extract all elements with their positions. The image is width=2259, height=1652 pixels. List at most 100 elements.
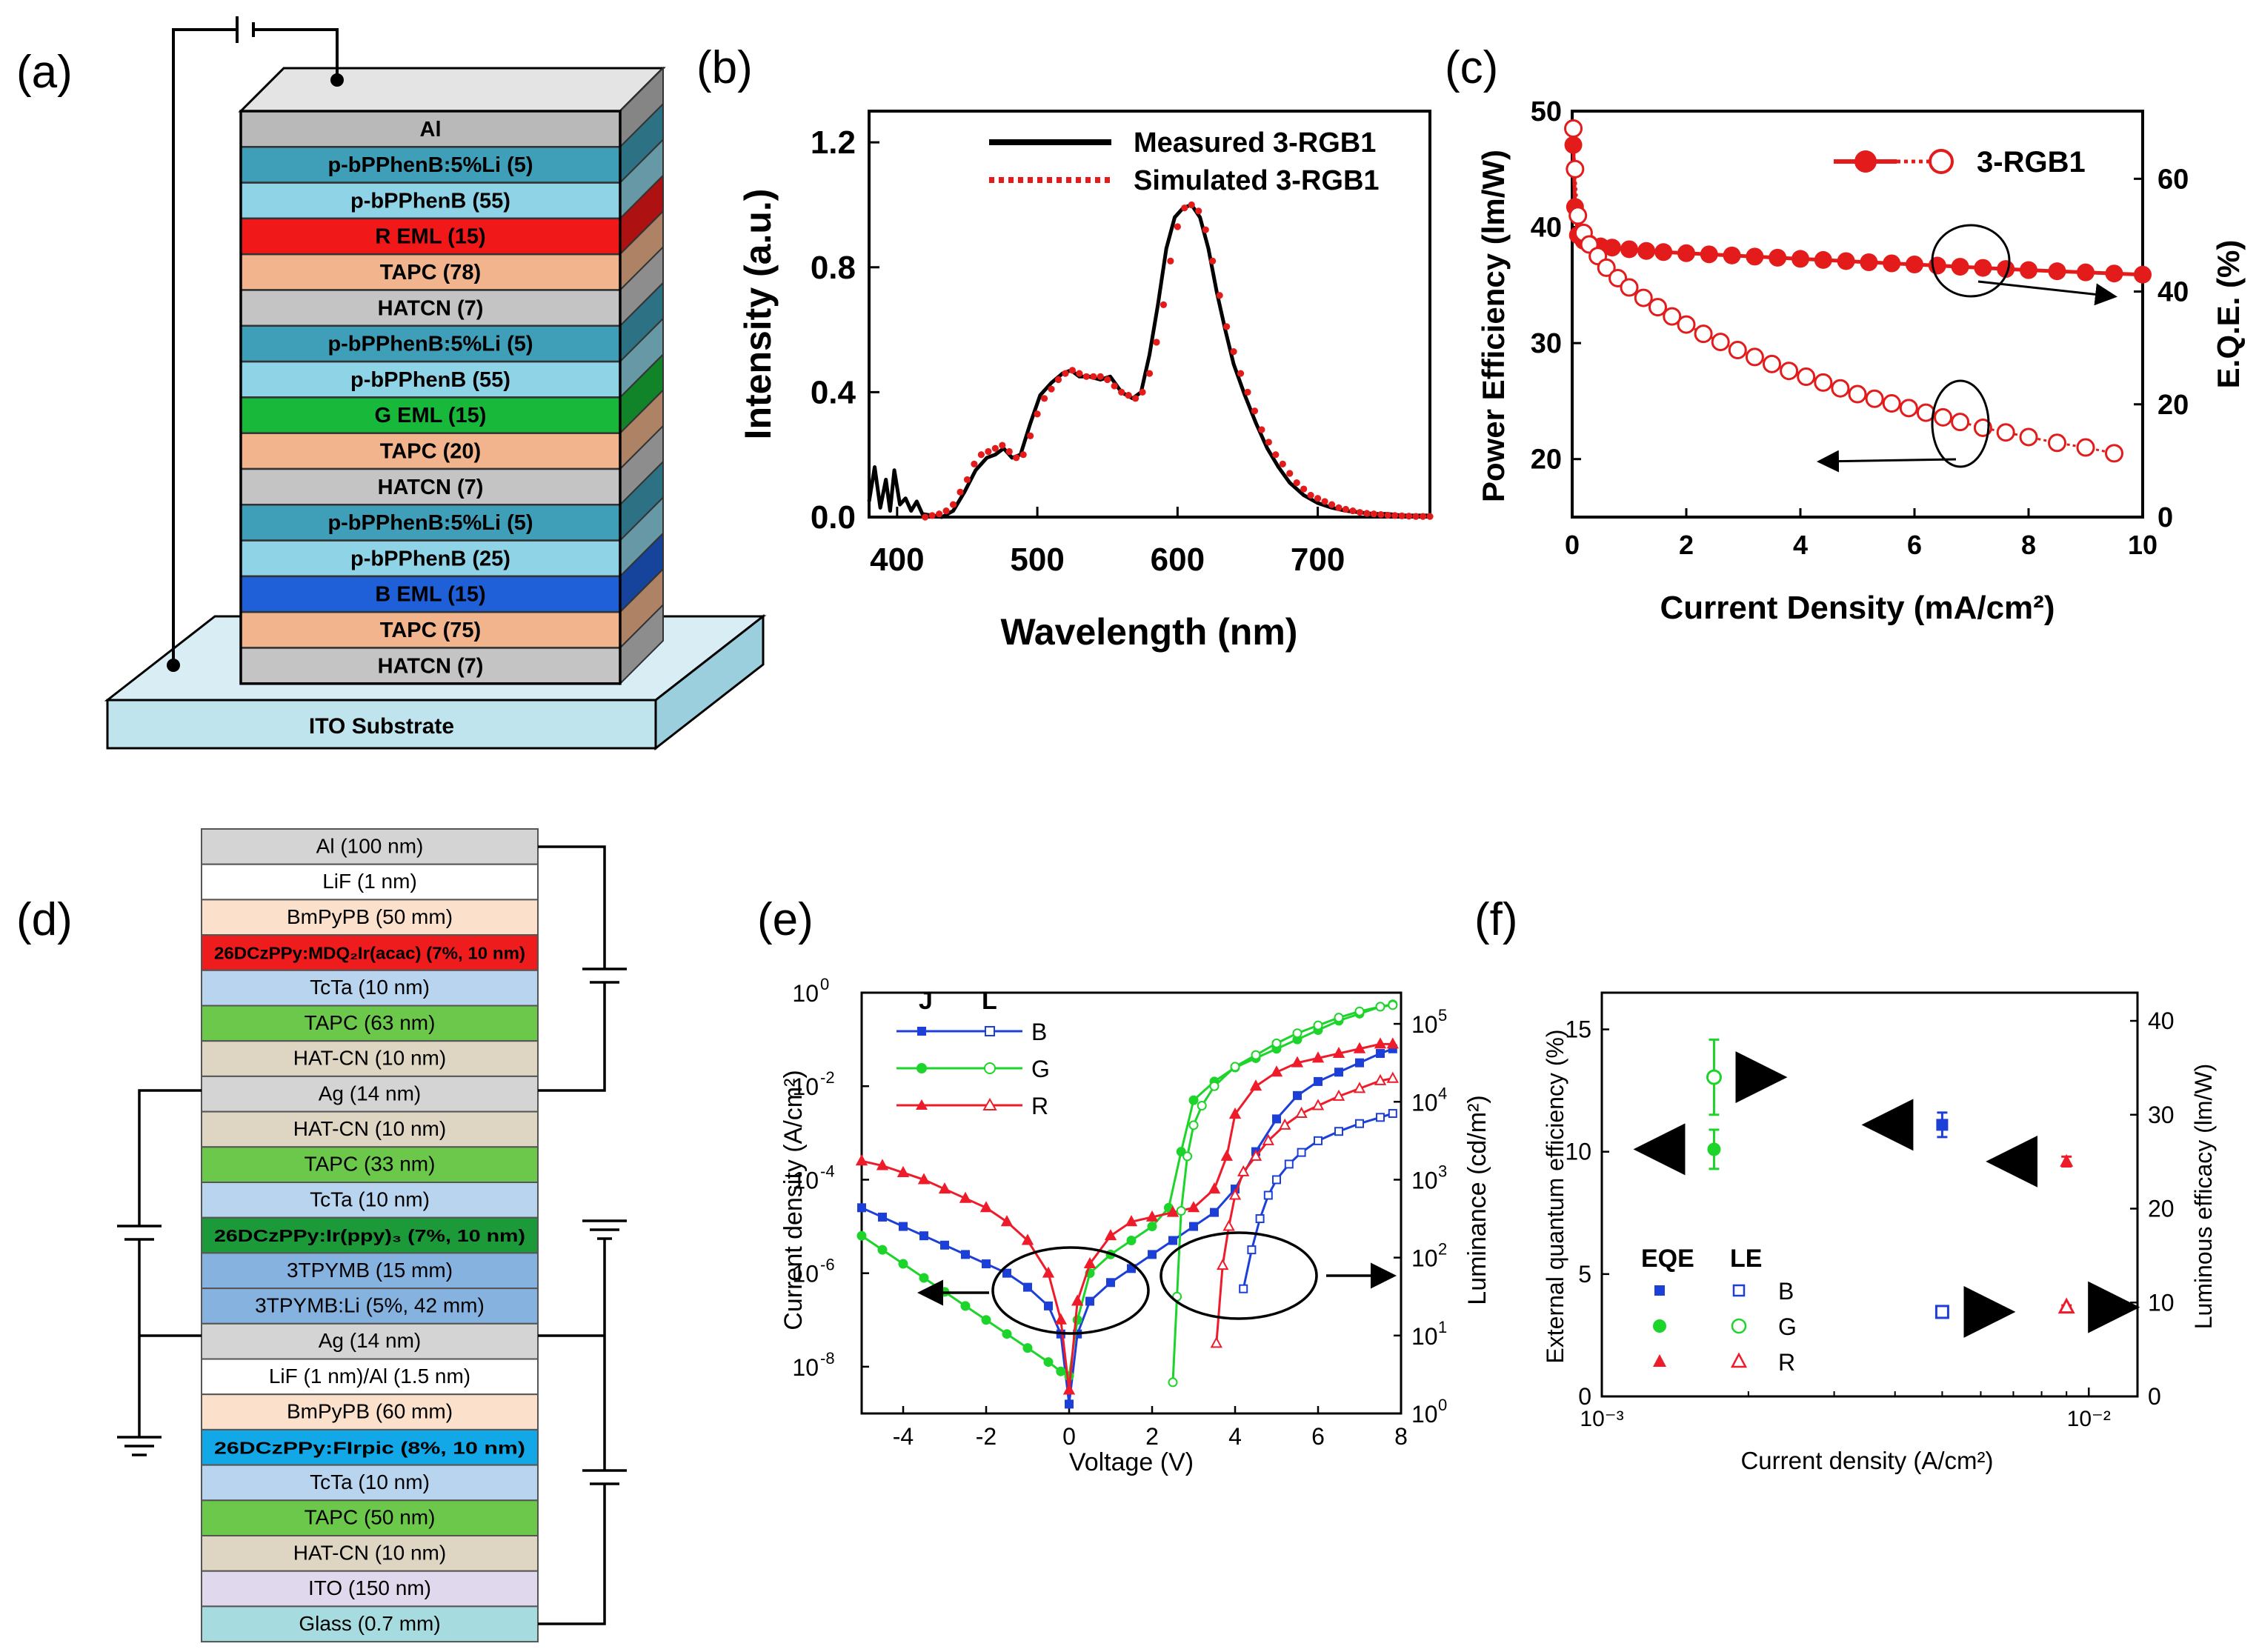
simulated-point	[1286, 470, 1294, 477]
layer-label: p-bPPhenB:5%Li (5)	[327, 153, 533, 177]
point-J-R	[1125, 1215, 1138, 1227]
point-L-G	[1388, 1000, 1398, 1010]
point-J-R	[896, 1165, 910, 1177]
simulated-point	[1230, 347, 1237, 356]
eqe-point	[1883, 254, 1901, 273]
legend-simulated-label: Simulated 3-RGB1	[1134, 165, 1380, 196]
point-L-R	[1228, 1188, 1242, 1200]
eqe-point	[2020, 261, 2037, 279]
point-J-G	[856, 1230, 867, 1241]
y-tick-exp-e-right: 2	[1438, 1240, 1447, 1259]
layer-label: p-bPPhenB (25)	[350, 547, 510, 570]
point-J-R	[1353, 1042, 1366, 1053]
series-J-B	[861, 1048, 1394, 1405]
y-tick-label-c-right: 0	[2157, 502, 2173, 533]
simulated-point	[1145, 370, 1154, 377]
simulated-point	[1034, 410, 1041, 418]
simulated-point	[963, 476, 971, 484]
layer-label: TAPC (75)	[380, 619, 481, 642]
pe-point	[1711, 333, 1730, 352]
y-tick-label-f-left: 0	[1578, 1383, 1591, 1410]
point-J-R	[1270, 1065, 1283, 1077]
y-tick-label-e-right: 10	[1411, 1401, 1438, 1428]
point-L-G	[1209, 1081, 1220, 1091]
layer-label: HAT-CN (10 nm)	[293, 1117, 446, 1140]
layer-front	[239, 217, 622, 256]
eqe-point-R	[2060, 1153, 2074, 1167]
pe-point	[1745, 347, 1764, 367]
panel-c: (c) 0 2 4 6 8 10 20 30 40 50 0 20 40 60 3-RGB1 Curren…	[1445, 42, 2246, 626]
x-tick-label-b: 700	[1291, 542, 1345, 578]
simulated-point	[1118, 388, 1125, 396]
eqe-point	[1637, 242, 1656, 260]
axes-b: 400 500 600 700 0.0 0.4 0.8 1.2	[811, 124, 1345, 578]
point-J-R	[917, 1173, 931, 1185]
point-J-G	[1043, 1357, 1054, 1368]
pe-point	[2076, 438, 2095, 457]
simulated-point	[1040, 395, 1048, 402]
simulated-point	[1321, 498, 1328, 505]
x-tick-label-c: 8	[2021, 530, 2036, 560]
ellipse-eqe	[1931, 224, 2011, 298]
legend-eqe-G	[1653, 1319, 1666, 1333]
legend-label-G: G	[1031, 1056, 1050, 1082]
x-tick-label-b: 600	[1151, 542, 1205, 578]
series-J-R	[861, 1042, 1393, 1390]
panel-label-d: (d)	[16, 894, 73, 945]
point-J-G	[1176, 1147, 1186, 1157]
legend-eqe-R	[1653, 1354, 1666, 1367]
simulated-point	[1405, 513, 1413, 520]
eqe-point	[1746, 247, 1764, 266]
layer-label: R EML (15)	[375, 225, 485, 249]
point-J-R	[1332, 1046, 1345, 1059]
y-tick-label-c-right: 60	[2157, 164, 2189, 195]
simulated-point	[1419, 513, 1427, 520]
layer	[201, 1499, 539, 1537]
layer-label: BmPyPB (50 mm)	[287, 905, 453, 928]
simulated-point	[1181, 204, 1188, 212]
point-L-B	[1263, 1190, 1273, 1200]
panel-label-f: (f)	[1474, 894, 1518, 945]
y-tick-exp-e-right: 5	[1438, 1006, 1447, 1025]
pe-point	[1663, 307, 1682, 326]
simulated-point	[1300, 485, 1308, 493]
simulated-point	[1097, 373, 1104, 380]
panel-e: (e) -4 -2 0 2 4 6 810 -810 -610 -410 -210 010 010 110…	[757, 894, 1491, 1476]
layer	[201, 1570, 539, 1608]
point-L-R	[1279, 1118, 1291, 1130]
point-J-R	[1000, 1215, 1014, 1227]
point-J-G	[1147, 1222, 1157, 1232]
point-J-R	[959, 1191, 972, 1203]
layer-label: HAT-CN (10 nm)	[293, 1541, 446, 1564]
legend-marker-j-G	[916, 1063, 927, 1073]
x-tick-label-e: -2	[976, 1423, 997, 1450]
x-axis-title-e: Voltage (V)	[1069, 1448, 1194, 1476]
y-tick-label-c-right: 40	[2157, 277, 2189, 308]
simulated-point	[1090, 373, 1097, 380]
point-J-R	[1374, 1037, 1387, 1049]
eqe-point	[1814, 250, 1832, 269]
point-J-G	[1056, 1366, 1066, 1376]
point-J-R	[1145, 1210, 1159, 1222]
point-L-G	[1251, 1050, 1261, 1060]
point-L-R	[1332, 1089, 1345, 1101]
legend-header-l: L	[982, 987, 997, 1015]
simulated-point	[1139, 388, 1146, 396]
simulated-point	[1398, 512, 1405, 519]
simulated-point	[1013, 454, 1020, 462]
layer-label: BmPyPB (60 mm)	[287, 1400, 453, 1423]
layer-label: TcTa (10 nm)	[310, 1188, 430, 1210]
layer-label: 3TPYMB:Li (5%, 42 mm)	[255, 1294, 485, 1317]
axes-c: 0 2 4 6 8 10 20 30 40 50 0 20 40 60	[1531, 96, 2189, 560]
eqe-point	[2048, 262, 2066, 281]
layer	[201, 1252, 539, 1290]
point-J-B	[1210, 1208, 1219, 1217]
layer-front	[239, 539, 622, 578]
eqe-point	[1837, 252, 1855, 270]
simulated-point	[936, 510, 943, 518]
pe-point	[1882, 394, 1901, 413]
x-tick-label-e: 8	[1394, 1423, 1408, 1450]
point-L-G	[1188, 1120, 1199, 1130]
point-J-B	[1044, 1301, 1053, 1310]
y-tick-label-e-right: 10	[1411, 1245, 1438, 1272]
